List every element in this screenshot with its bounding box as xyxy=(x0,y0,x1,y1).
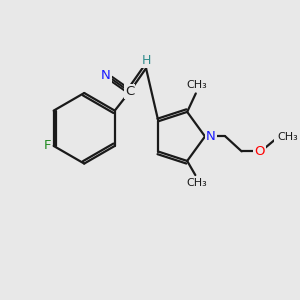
Text: N: N xyxy=(101,69,111,82)
Text: H: H xyxy=(141,54,151,67)
Text: F: F xyxy=(44,140,51,152)
Text: N: N xyxy=(206,130,216,143)
Text: CH₃: CH₃ xyxy=(187,80,208,90)
Text: O: O xyxy=(254,145,265,158)
Text: CH₃: CH₃ xyxy=(278,132,298,142)
Text: C: C xyxy=(125,85,134,98)
Text: CH₃: CH₃ xyxy=(186,178,207,188)
